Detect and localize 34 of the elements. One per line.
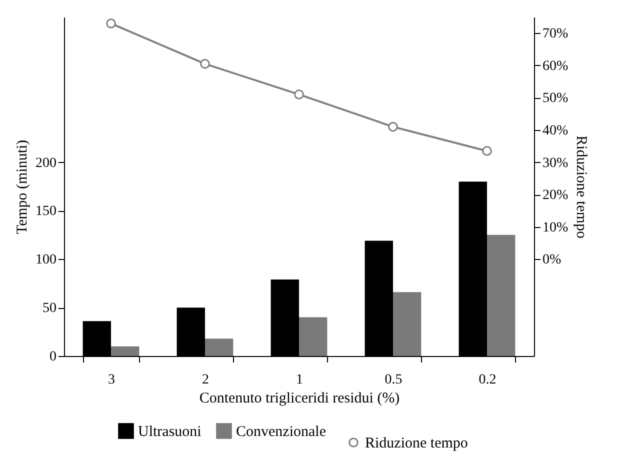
y-tick-label: 50 — [42, 301, 56, 316]
point — [294, 90, 304, 100]
y-tick-label: 200 — [36, 156, 56, 171]
y2-tick-label: 10% — [542, 220, 568, 236]
x-tick-label: 1 — [296, 372, 303, 388]
legend-label: Convenzionale — [236, 424, 326, 440]
y2-tick-label: 50% — [542, 91, 568, 106]
x-axis-title: Contenuto trigliceridi residui (%) — [199, 390, 400, 406]
y2-tick-label: 0% — [542, 252, 562, 268]
bar — [487, 234, 516, 356]
point — [106, 18, 116, 28]
legend-label: Ultrasuoni — [138, 424, 202, 440]
y2-axis-title: Riduzione tempo — [573, 136, 590, 238]
y2-tick-label: 30% — [542, 156, 568, 171]
x-tick-label: 3 — [108, 372, 115, 388]
point — [388, 122, 398, 132]
legend-label: Riduzione tempo — [365, 436, 468, 452]
x-tick-label: 2 — [202, 372, 209, 388]
x-tick-label: 0.2 — [478, 372, 496, 388]
x-tick-label: 0.5 — [384, 372, 402, 388]
bar — [205, 338, 234, 356]
y-tick-label: 0 — [50, 350, 56, 364]
y2-tick-label: 40% — [542, 124, 568, 138]
y-tick-label: 150 — [36, 204, 56, 220]
point — [482, 146, 492, 156]
y-axis-title: Tempo (minuti) — [14, 140, 30, 234]
bar — [111, 346, 140, 356]
y2-tick-label: 70% — [542, 26, 568, 42]
bar — [393, 292, 422, 356]
y2-tick-label: 60% — [542, 58, 568, 74]
bar — [299, 317, 328, 356]
point — [200, 58, 210, 69]
y2-tick-label: 20% — [542, 188, 568, 204]
y-tick-label: 100 — [36, 252, 56, 268]
